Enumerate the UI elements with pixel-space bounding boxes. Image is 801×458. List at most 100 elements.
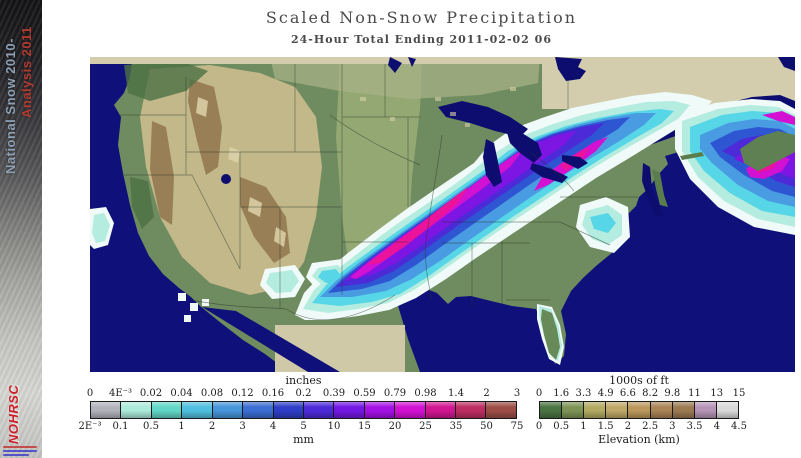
elev-unit-bottom: Elevation (km) (598, 433, 680, 446)
legend-color-segment (649, 402, 672, 418)
legend-color-segment (91, 402, 121, 418)
legend-tick-label: 2.5 (642, 421, 659, 432)
elev-ticks-ft: 0 1.6 3.3 4.9 6.6 8.2 9.8 11 13 15 (535, 387, 746, 400)
great-lakes (438, 101, 588, 187)
legend-tick-label: 20 (388, 421, 402, 432)
legend-tick-label: 4.5 (731, 421, 747, 432)
legend-tick-label: 4 (269, 421, 277, 432)
legend-tick-label: 0.08 (200, 388, 224, 399)
lake-michigan (483, 139, 502, 187)
legend-color-segment (693, 402, 716, 418)
legend-tick-label: 1.4 (448, 388, 464, 399)
legend-color-segment (715, 402, 739, 418)
nodata-top-strip (90, 57, 542, 64)
northwest-forests (124, 61, 208, 229)
long-island (680, 152, 704, 160)
atlantic-nodata-block (627, 245, 795, 372)
legend-tick-label: 0.59 (353, 388, 376, 399)
elev-colorbar (539, 401, 739, 419)
legend-color-segment (242, 402, 273, 418)
legend-tick-label: 0 (535, 388, 543, 399)
terrain-speckles (360, 87, 516, 127)
legend-tick-label: 0 (86, 388, 94, 399)
legend-color-segment (302, 402, 334, 418)
legend-tick-label: 2 (208, 421, 216, 432)
canada-light-terrain (270, 57, 540, 99)
logo-fine-print-mark (3, 446, 37, 448)
legend-color-segment (671, 402, 694, 418)
precip-colorbar (90, 401, 517, 419)
page-title: Scaled Non-Snow Precipitation (265, 8, 578, 27)
legend-color-segment (120, 402, 152, 418)
legend-tick-label: 3.3 (575, 388, 592, 399)
delmarva (652, 169, 668, 207)
legend-color-segment (181, 402, 213, 418)
legend-tick-label: 0.98 (414, 388, 437, 399)
precipitation-legend: inches 0 4E⁻³ 0.02 0.04 0.08 0.12 0.16 0.2 0.39 0… (79, 374, 524, 446)
legend-color-segment (455, 402, 486, 418)
legend-tick-label: 4 (713, 421, 720, 432)
precipitation-overlay (90, 92, 795, 365)
lake-ontario (562, 155, 588, 169)
precip-ticks-mm: 2E⁻³ 0.1 0.5 1 2 3 4 5 10 15 20 25 35 50 75 (79, 420, 524, 433)
chesapeake-bay (642, 163, 664, 217)
legend-tick-label: 50 (480, 421, 493, 432)
season-label-line2: Analysis 2011 (19, 26, 34, 118)
legend-tick-label: 2 (624, 421, 632, 432)
logo-fine-print-mark (3, 454, 29, 456)
legend-tick-label: 5 (300, 421, 307, 432)
legend-color-segment (605, 402, 628, 418)
elev-unit-top: 1000s of ft (609, 374, 669, 387)
legend-color-segment (485, 402, 517, 418)
map-svg (90, 57, 795, 372)
legend-color-segment (561, 402, 584, 418)
nohrsc-logo: NOHRSC (6, 384, 21, 444)
legend-tick-label: 4.9 (597, 388, 614, 399)
legend-tick-label: 15 (358, 421, 371, 432)
legend-color-segment (333, 402, 365, 418)
precip-spot (190, 303, 198, 311)
legend-tick-label: 2 (483, 388, 490, 399)
legend-color-segment (583, 402, 606, 418)
page-subtitle: 24-Hour Total Ending 2011-02-02 06 (291, 33, 552, 46)
gulf-of-california (202, 307, 340, 372)
legend-color-segment (540, 402, 562, 418)
conus-precipitation-map[interactable] (90, 57, 795, 372)
legend-tick-label: 0.5 (143, 421, 159, 432)
legend-tick-label: 25 (419, 421, 432, 432)
legend-tick-label: 1 (580, 421, 587, 432)
logo-fine-print-mark (3, 450, 37, 452)
season-label-line1: National Snow 2010- (3, 38, 18, 174)
precip-light-blue (320, 113, 795, 297)
hudson-bay (555, 57, 586, 81)
legend-tick-label: 3 (669, 421, 676, 432)
legend-tick-label: 0.1 (112, 421, 129, 432)
legend-tick-label: 3 (513, 388, 521, 399)
legend-tick-label: 13 (710, 388, 724, 399)
legend-tick-label: 1.5 (597, 421, 614, 432)
legend-tick-label: 0.02 (139, 388, 163, 399)
florida-peninsula (541, 309, 560, 360)
precip-violet (344, 131, 795, 281)
legend-tick-label: 6.6 (619, 388, 636, 399)
legend-tick-label: 8.2 (642, 388, 659, 399)
lake-superior (438, 101, 528, 137)
legend-tick-label: 0.79 (383, 388, 407, 399)
precip-indigo (336, 123, 795, 287)
precip-pink-core (366, 147, 780, 265)
legend-color-segment (272, 402, 304, 418)
legend-tick-label: 15 (732, 388, 746, 399)
legend-tick-label: 0.04 (170, 388, 193, 399)
legend-tick-label: 11 (688, 388, 701, 399)
legend-tick-label: 3 (239, 421, 246, 432)
precip-unit-bottom: mm (293, 433, 314, 446)
rocky-ridge (150, 79, 290, 263)
legend-tick-label: 9.8 (664, 388, 681, 399)
precip-spot (178, 293, 186, 301)
legend-tick-label: 0.2 (295, 388, 312, 399)
legend-tick-label: 2E⁻³ (78, 421, 102, 432)
elev-ticks-km: 0 0.5 1 1.5 2 2.5 3 3.5 4 4.5 (536, 420, 747, 433)
sidebar-photo-strip: National Snow 2010- Analysis 2011 NOHRSC (0, 0, 42, 458)
